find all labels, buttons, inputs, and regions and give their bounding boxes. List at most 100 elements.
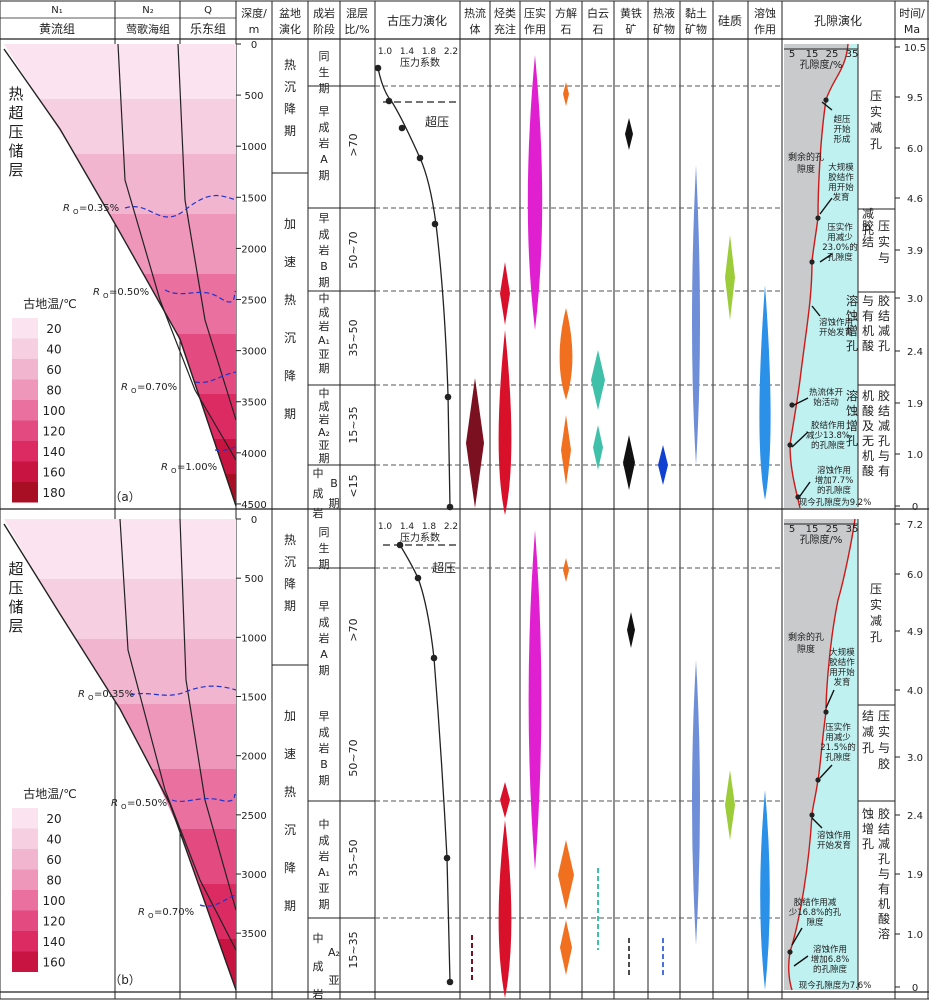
diagenetic-stage: 亚 (329, 974, 340, 987)
depth-tick-label: 0 (251, 40, 257, 51)
pressure-curve (377, 67, 451, 508)
legend-swatch (12, 808, 38, 829)
ro-label: =0.70% (154, 907, 194, 918)
porosity-annotation: 用减少 (827, 232, 853, 243)
basin-stage: 期 (284, 599, 296, 613)
porosity-point (815, 215, 821, 221)
calcite-glyph (563, 558, 569, 582)
porosity-annotation: 压实作 (827, 222, 853, 233)
porosity-annotation: 隙度 (806, 917, 824, 928)
time-tick-label: 3.9 (907, 246, 923, 257)
ro-label-sub: O (131, 387, 137, 395)
overpressure-label: 超压 (432, 560, 456, 575)
legend-value: 40 (46, 343, 61, 357)
diagenetic-stage: 中 (319, 818, 330, 831)
header-calcite: 石 (561, 23, 572, 36)
header-compaction: 压实 (524, 6, 546, 20)
header-dissolution: 作用 (754, 23, 776, 36)
time-tick-label: 1.0 (907, 450, 923, 461)
temperature-band (151, 769, 236, 829)
phase-label: 孔 (862, 837, 874, 851)
porosity-annotation: 的孔隙度 (813, 964, 848, 975)
phase-label: 孔 (870, 137, 882, 151)
diagenetic-stage: 中 (313, 467, 324, 480)
remaining-porosity-area (784, 44, 848, 508)
porosity-annotation: 大规模 (828, 162, 854, 173)
legend-swatch (12, 931, 38, 952)
phase-label: 增 (846, 324, 858, 338)
reservoir-title: 超 (8, 104, 23, 122)
diagenetic-stage: 中 (319, 292, 330, 305)
porosity-tick: 5 (789, 524, 795, 535)
dissolution-glyph (759, 285, 771, 500)
legend-title: 古地温/℃ (23, 296, 77, 311)
porosity-annotation: 超压 (833, 114, 851, 125)
basin-stage: 沉 (284, 80, 296, 94)
header-calcite: 方解 (555, 6, 577, 20)
ro-label: =0.35% (79, 203, 119, 214)
porosity-annotation: 开始 (833, 124, 851, 135)
pressure-tick: 1.8 (422, 47, 437, 57)
depth-tick-label: 2500 (241, 811, 266, 822)
ro-isoline (164, 289, 237, 303)
legend-value: 100 (43, 404, 66, 418)
porosity-annotation: 发育 (832, 192, 849, 203)
ro-label-sub: O (148, 912, 154, 920)
legend-value: 140 (43, 935, 66, 949)
diagenetic-stage: 成 (313, 960, 324, 973)
phase-label: 溶 (878, 926, 890, 941)
pressure-point (430, 654, 438, 662)
diagenetic-stage: A₁ (318, 334, 330, 347)
temperature-band (109, 214, 236, 274)
legend-value: 100 (43, 894, 66, 908)
diagenetic-stage: 成 (319, 616, 330, 629)
phase-label: 有 (862, 309, 874, 323)
temperature-band (198, 884, 236, 939)
diagenetic-stage: A₂ (318, 426, 330, 439)
pressure-tick: 2.2 (444, 522, 458, 532)
pressure-point (431, 220, 439, 228)
depth-tick-label: 2000 (241, 244, 266, 255)
porosity-annotation: 大规模 (829, 647, 855, 658)
phase-label: 实 (870, 104, 882, 119)
depth-tick-label: 1500 (241, 193, 266, 204)
porosity-point (823, 709, 829, 715)
phase-label: 蚀 (846, 404, 858, 418)
phase-label: 减 (878, 837, 890, 851)
pressure-label: 压力系数 (400, 56, 440, 69)
mixed-ratio: >70 (347, 618, 360, 641)
phase-label: 实 (878, 234, 890, 249)
porosity-annotation: 的孔隙度 (817, 485, 852, 496)
porosity-annotation: 发育 (833, 677, 850, 688)
pressure-label: 压力系数 (400, 531, 440, 544)
hydrocarbon-glyph (500, 782, 510, 818)
phase-label: 胶 (878, 806, 890, 821)
diagenetic-stage: 期 (319, 82, 330, 95)
diagenetic-stage: 中 (313, 932, 324, 945)
pressure-tick: 1.0 (378, 522, 393, 532)
basin-stage: 期 (284, 407, 296, 421)
legend-swatch (12, 910, 38, 931)
porosity-annotation: 热流体开 (809, 387, 844, 398)
phase-label: 有 (878, 464, 890, 478)
diagenetic-stage: 早 (319, 710, 330, 723)
hydrothermal-mineral-glyph (658, 445, 668, 485)
diagenetic-stage: 期 (319, 664, 330, 677)
header-clay: 黏土 (685, 6, 707, 20)
phase-label: 孔 (878, 339, 890, 353)
annotation-arrow (811, 305, 821, 317)
diagenetic-stage: 成 (319, 121, 330, 134)
phase-label: 与 (862, 294, 874, 308)
phase-label: 结 (878, 404, 890, 418)
remaining-porosity-label: 隙度 (797, 163, 815, 175)
reservoir-title: 压 (8, 123, 23, 141)
phase-label: 胶 (878, 756, 890, 771)
depth-tick-label: 4000 (241, 449, 266, 460)
formation-boundary (119, 518, 237, 951)
phase-label: 减 (862, 725, 874, 739)
phase-label: 减 (870, 121, 882, 135)
temperature-band (4, 519, 236, 579)
legend-swatch (12, 400, 38, 421)
porosity-point (787, 442, 793, 448)
phase-label: 胶 (878, 388, 890, 403)
